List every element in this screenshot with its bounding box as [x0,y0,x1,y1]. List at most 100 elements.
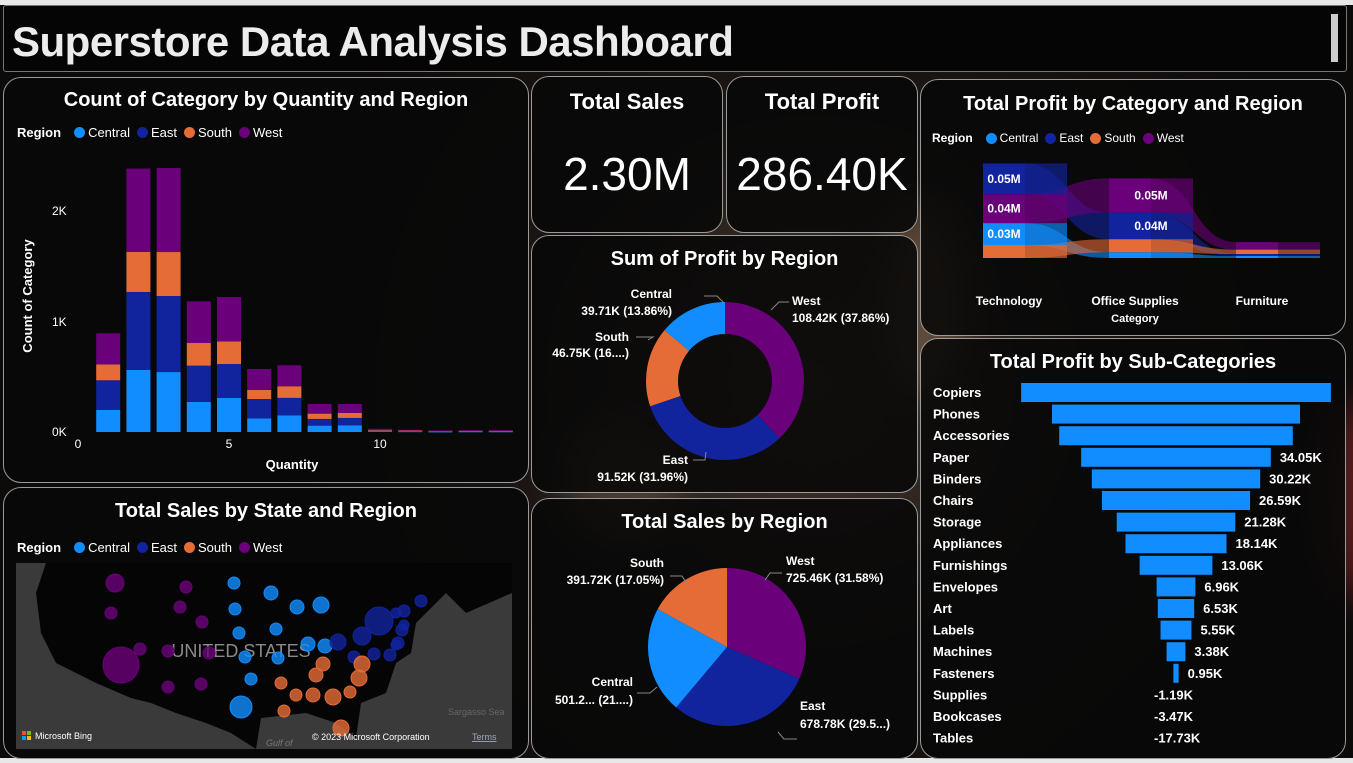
map-bubble-east[interactable] [383,648,397,662]
slice-east[interactable] [650,396,780,460]
map-bubble-south[interactable] [308,667,324,683]
map-bubble-south[interactable] [324,688,342,706]
slice-west[interactable] [725,302,804,439]
funnel-bar[interactable] [1091,469,1261,489]
map-bubble-south[interactable] [277,704,291,718]
legend-south[interactable]: South [1104,131,1136,145]
slice-east[interactable] [676,647,800,726]
funnel-bar[interactable] [1021,383,1331,402]
bar-segment-south[interactable] [277,386,302,398]
bar-segment-west[interactable] [186,301,211,344]
sales-by-region-panel[interactable]: Total Sales by Region South 391.72K (17.… [531,498,918,759]
ribbon-bar-south[interactable] [983,245,1025,258]
bar-segment-central[interactable] [96,410,121,432]
funnel-bar[interactable] [1101,491,1251,510]
bar-segment-south[interactable] [186,343,211,366]
map-bubble-south[interactable] [343,685,357,699]
slice-west[interactable] [727,568,806,679]
profit-by-category-panel[interactable]: Total Profit by Category and Region Regi… [920,79,1346,336]
bar-segment-south[interactable] [96,364,121,381]
map-bubble-central[interactable] [227,576,241,590]
map-bubble-central[interactable] [271,651,285,665]
ribbon-bar-west[interactable] [1109,178,1151,213]
map-bubble-west[interactable] [194,677,208,691]
map-bubble-west[interactable] [202,646,216,660]
bar-segment-east[interactable] [247,399,272,419]
map-bubble-east[interactable] [390,607,402,619]
map-bubble-central[interactable] [300,636,316,652]
map-bubble-central[interactable] [312,596,330,614]
bar-segment-west[interactable] [217,297,241,342]
map-bubble-west[interactable] [133,642,147,656]
map-bubble-west[interactable] [104,606,118,620]
map-bubble-east[interactable] [364,606,394,636]
bar-segment-west[interactable] [428,430,453,432]
bar-segment-south[interactable] [247,389,272,399]
ribbon-bar-east[interactable] [983,163,1025,195]
map-bubble-east[interactable] [398,619,410,631]
funnel-bar[interactable] [1157,599,1195,618]
bar-segment-south[interactable] [428,430,453,432]
map-bubble-central[interactable] [269,622,283,636]
bar-segment-central[interactable] [458,431,483,433]
funnel-bar[interactable] [1160,620,1192,640]
legend-east[interactable]: East [1059,131,1084,145]
map-bubble-south[interactable] [315,656,331,672]
bar-segment-south[interactable] [217,341,241,365]
funnel-bar[interactable] [1081,447,1271,467]
bar-segment-central[interactable] [398,431,423,433]
ribbon-bar-south[interactable] [1236,249,1278,254]
bar-segment-east[interactable] [126,291,151,370]
legend-central[interactable]: Central [88,540,130,555]
ribbon-bar-south[interactable] [1109,239,1151,253]
bar-segment-west[interactable] [458,430,483,431]
bar-segment-south[interactable] [307,413,332,419]
legend-south[interactable]: South [198,125,232,140]
bar-segment-south[interactable] [488,430,513,432]
map-bubble-central[interactable] [229,695,253,719]
bar-segment-central[interactable] [156,372,181,432]
slice-central[interactable] [664,302,725,351]
bar-segment-west[interactable] [247,368,272,390]
funnel-bar[interactable] [1059,426,1293,446]
bar-segment-east[interactable] [156,296,181,373]
map-bubble-central[interactable] [244,672,258,686]
bar-segment-west[interactable] [156,168,181,253]
map-bubble-west[interactable] [179,580,193,594]
bar-segment-west[interactable] [398,429,423,431]
bar-segment-west[interactable] [96,333,121,365]
slice-south[interactable] [646,330,690,407]
map-bubble-central[interactable] [232,626,246,640]
map-bubble-west[interactable] [173,600,187,614]
bar-segment-central[interactable] [126,369,151,432]
count-by-quantity-panel[interactable]: Count of Category by Quantity and Region… [3,77,529,483]
legend-west[interactable]: West [1156,131,1184,145]
legend-east[interactable]: East [150,125,177,140]
sales-by-state-panel[interactable]: Total Sales by State and Region Region C… [3,487,529,759]
bar-segment-south[interactable] [126,251,151,292]
ribbon-bar-east[interactable] [1109,212,1151,240]
scrollbar[interactable] [1331,14,1338,62]
bar-segment-central[interactable] [217,398,241,432]
ribbon-bar-east[interactable] [1236,254,1278,256]
bar-segment-central[interactable] [186,401,211,432]
legend-west[interactable]: West [252,540,283,555]
ribbon-bar-west[interactable] [983,194,1025,224]
bar-segment-central[interactable] [488,431,513,433]
bar-segment-east[interactable] [96,380,121,410]
map-bubble-west[interactable] [161,680,175,694]
map-bubble-east[interactable] [390,639,402,651]
legend-east[interactable]: East [150,540,177,555]
bar-segment-central[interactable] [428,431,453,433]
ribbon-bar-west[interactable] [1236,242,1278,250]
map-bubble-south[interactable] [289,688,303,702]
map-bubble-south[interactable] [305,687,321,703]
bar-segment-central[interactable] [368,431,392,432]
map-bubble-central[interactable] [289,599,305,615]
funnel-bar[interactable] [1156,577,1196,597]
bar-segment-west[interactable] [368,428,392,430]
map-bubble-west[interactable] [102,646,140,684]
map[interactable]: UNITED STATES Microsoft Bing Gulf of Sar… [16,563,512,749]
funnel-bar[interactable] [1116,512,1236,532]
map-bubble-east[interactable] [414,594,428,608]
